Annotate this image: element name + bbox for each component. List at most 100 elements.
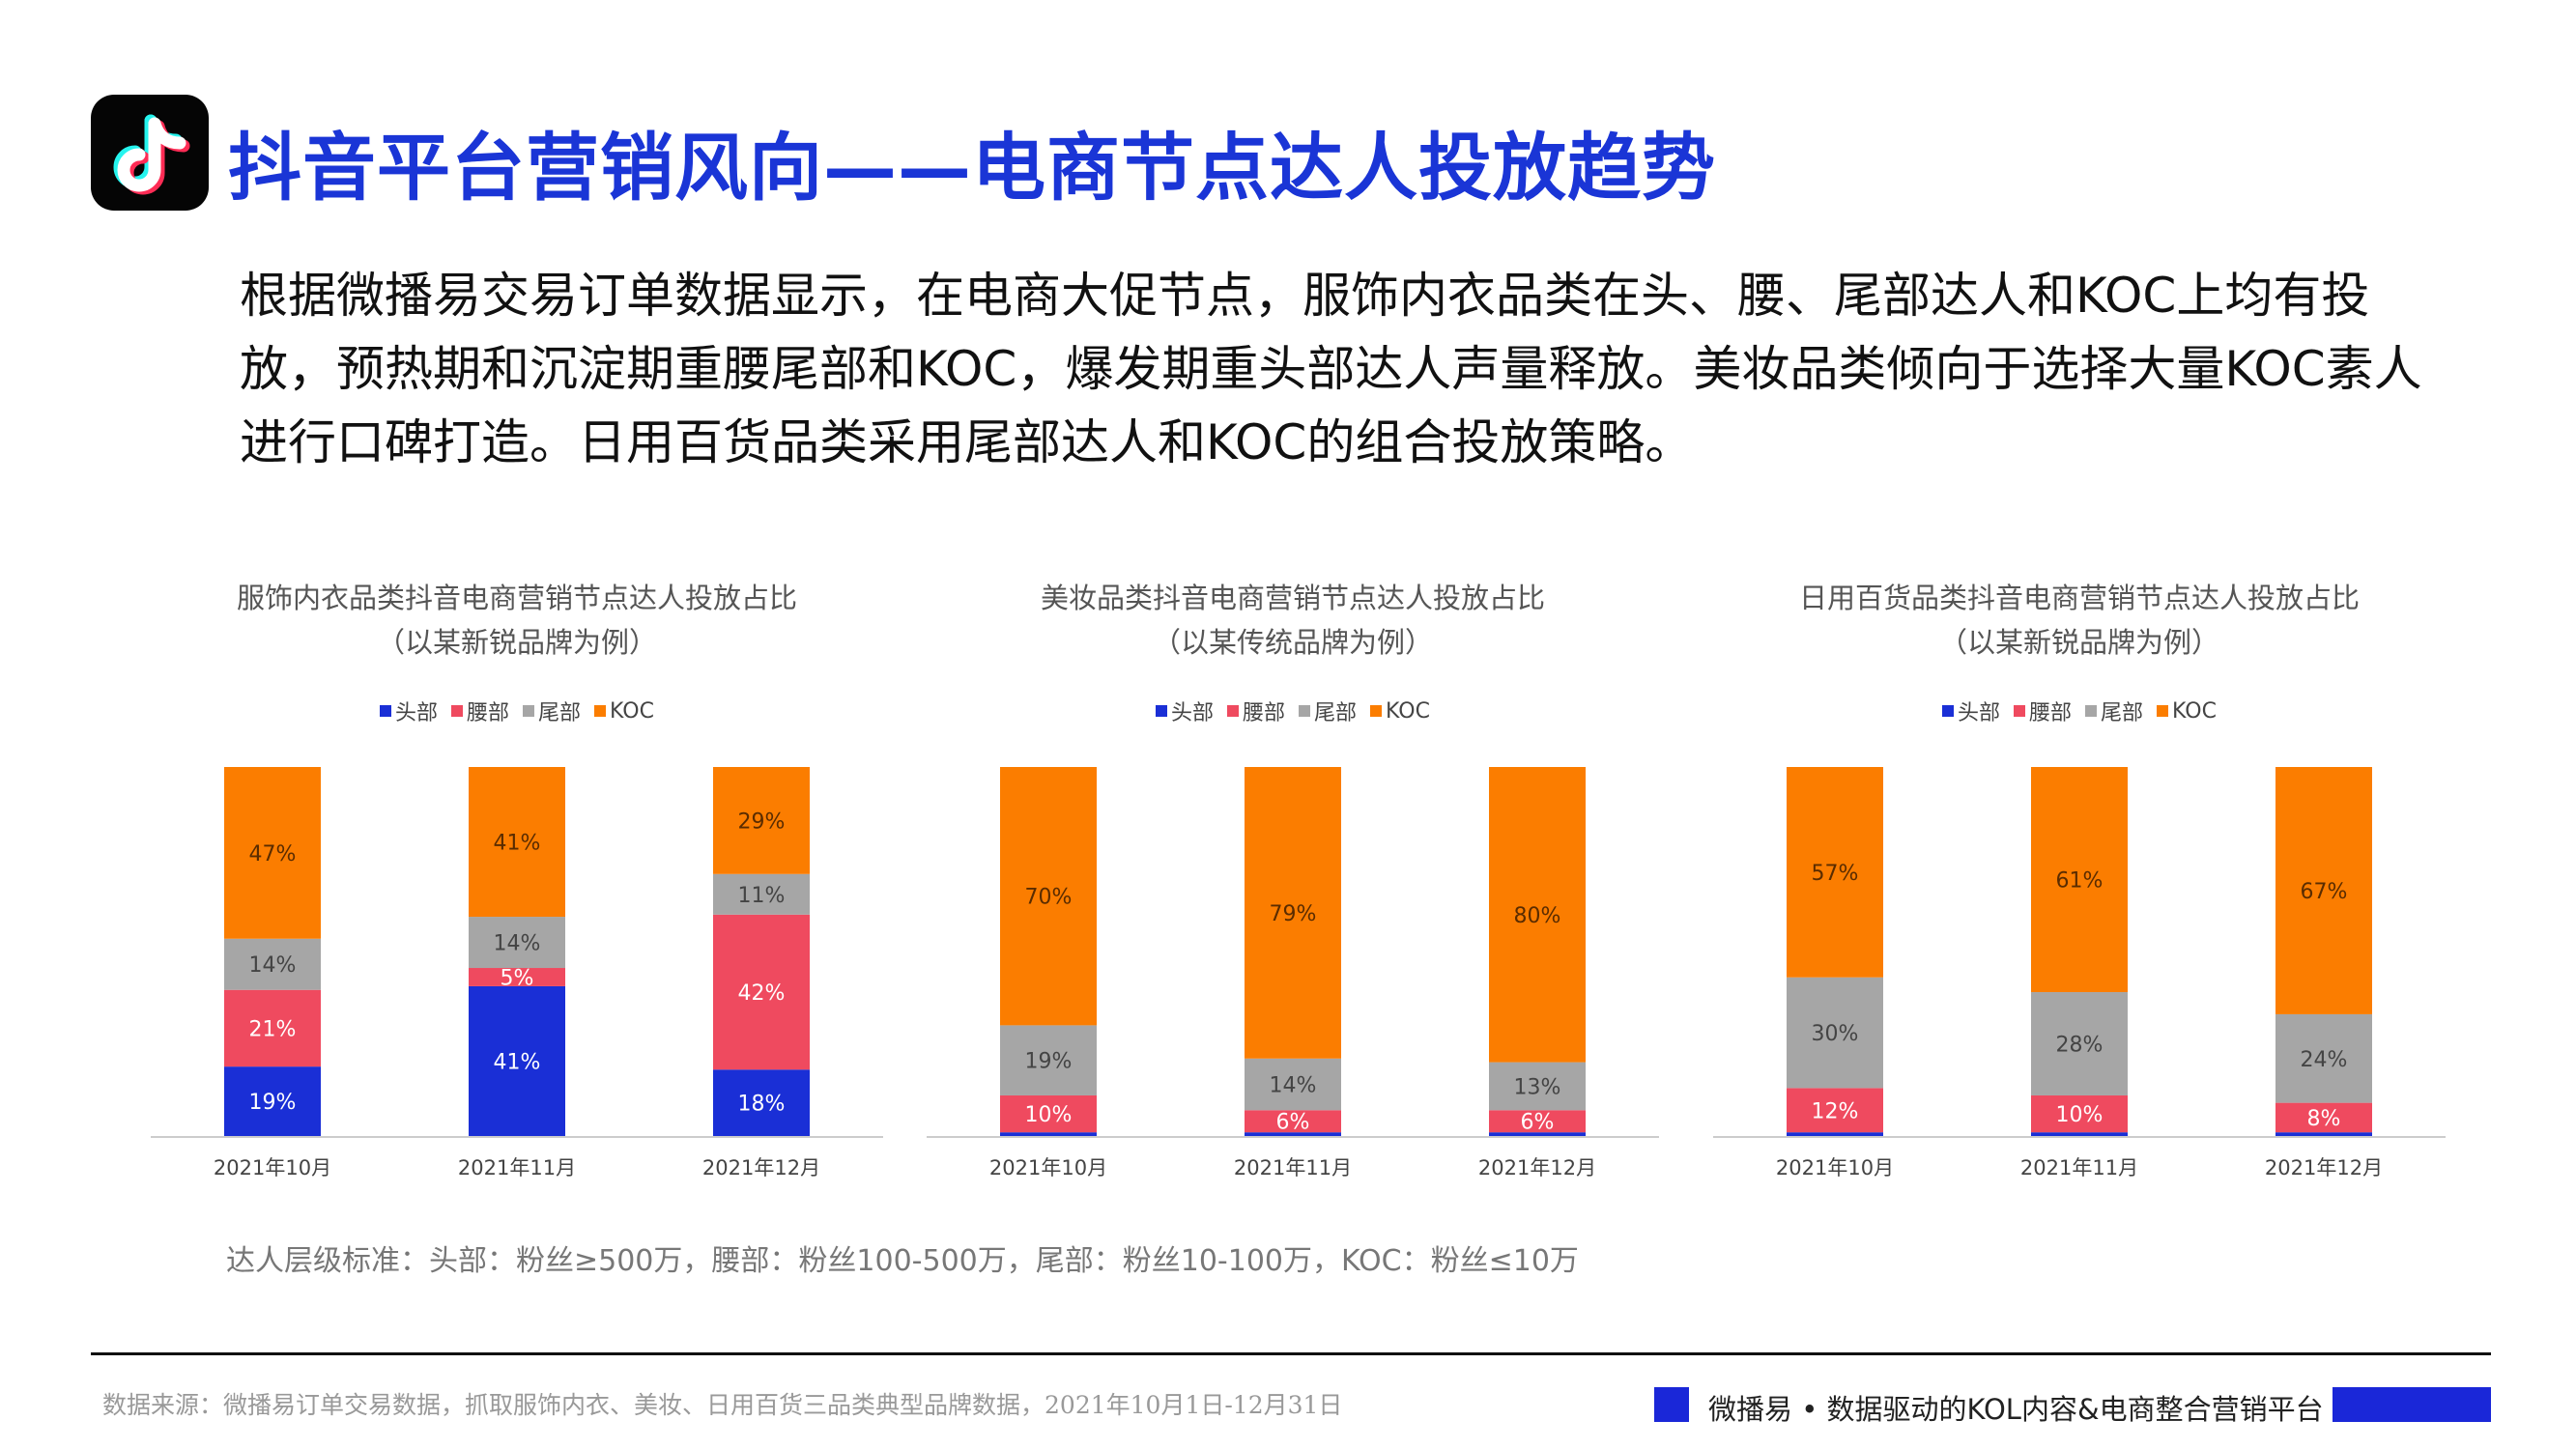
bar-segment [1245,1058,1341,1111]
data-label: 8% [2307,1107,2341,1131]
x-tick-label: 2021年10月 [1776,1156,1894,1179]
data-label: 6% [1276,1111,1310,1135]
legend-swatch [1156,705,1167,717]
legend-item: KOC [594,699,654,724]
chart-subtitle: （以某新锐品牌为例） [376,626,657,659]
legend-label: 腰部 [1243,701,1286,725]
x-tick-label: 2021年10月 [989,1156,1107,1179]
bar-segment [713,873,810,915]
data-label: 10% [2056,1103,2104,1127]
slogan-square [1654,1387,1689,1422]
chart-title: 服饰内衣品类抖音电商营销节点达人投放占比 [236,582,797,614]
legend-label: 尾部 [538,701,582,725]
bar-segment [1787,1088,1883,1133]
bar-segment [1787,767,1883,978]
data-label: 18% [738,1093,786,1117]
legend-item: 腰部 [451,696,509,726]
legend-label: 头部 [1171,701,1215,725]
data-label: 70% [1025,886,1073,910]
legend-label: 腰部 [2029,701,2073,725]
chart-title: 美妆品类抖音电商营销节点达人投放占比 [1040,582,1545,614]
x-tick-label: 2021年12月 [2265,1156,2383,1179]
x-tick-label: 2021年10月 [214,1156,331,1179]
data-label: 30% [1812,1022,1859,1046]
legend-label: 尾部 [1314,701,1358,725]
bar-segment [2275,1132,2372,1136]
data-label: 41% [494,1050,541,1074]
bar-segment [2275,1013,2372,1103]
legend-item: 头部 [380,696,438,726]
tier-standard-note: 达人层级标准：头部：粉丝≥500万，腰部：粉丝100-500万，尾部：粉丝10-… [226,1244,1579,1278]
footer-divider [91,1352,2491,1355]
chart-subtitle: （以某新锐品牌为例） [1938,626,2219,659]
data-label: 12% [1812,1099,1859,1123]
x-tick-label: 2021年11月 [458,1156,576,1179]
data-label: 19% [249,1091,297,1115]
legend-swatch [1299,705,1311,717]
bar-segment [713,914,810,1070]
data-label: 47% [249,842,297,867]
legend-item: 头部 [1942,696,2000,726]
bar-segment [2031,1132,2128,1136]
bar-segment [1489,767,1586,1063]
x-tick-label: 2021年11月 [1234,1156,1352,1179]
data-label: 79% [1270,902,1317,926]
bar-segment [1489,1062,1586,1111]
legend-swatch [1227,705,1240,717]
page-title: 抖音平台营销风向——电商节点达人投放趋势 [228,125,1716,211]
data-label: 24% [2301,1048,2348,1072]
legend-label: 尾部 [2101,701,2144,725]
data-label: 21% [249,1017,297,1041]
legend-item: 腰部 [2014,696,2072,726]
legend-swatch [451,705,464,717]
data-label: 6% [1521,1111,1555,1135]
bar-segment [1245,767,1341,1059]
tiktok-note-icon [113,114,190,195]
data-label: 57% [1812,862,1859,886]
chart-subtitle: （以某传统品牌为例） [1152,626,1433,659]
stacked-bar-chart: 10% 19% 70% 2021年10月 6% 14% 79% 2021年11月 6% 13% 80… [927,767,1659,1179]
x-tick-label: 2021年12月 [702,1156,820,1179]
bar-segment [1245,1132,1341,1136]
legend-swatch [594,705,607,717]
bar-segment [469,767,565,918]
tiktok-logo [91,95,209,211]
legend-swatch [2085,705,2098,717]
bar-segment [469,968,565,986]
legend-item: KOC [1370,699,1430,724]
data-label: 42% [738,981,786,1006]
x-tick-label: 2021年11月 [2020,1156,2138,1179]
slogan-bar [2333,1387,2491,1422]
data-label: 13% [1514,1075,1561,1099]
bar-segment [713,767,810,874]
bar-segment [1000,1132,1097,1136]
footer-slogan: 微播易 • 数据驱动的KOL内容&电商整合营销平台 [1708,1393,2324,1426]
bar-segment [1787,977,1883,1089]
data-label: 19% [1025,1050,1073,1074]
data-label: 5% [501,966,534,990]
data-label: 80% [1514,904,1561,928]
chart-legend: 头部 腰部 尾部 KOC [1156,696,1444,726]
data-label: 14% [249,953,297,978]
bar-segment [469,917,565,969]
legend-item: 头部 [1156,696,1214,726]
bar-segment [1489,1110,1586,1133]
stacked-bar-chart: 12% 30% 57% 2021年10月 10% 28% 61% 2021年11月 8% 24% 6… [1713,767,2446,1179]
bar-segment [1489,1132,1586,1136]
legend-item: 尾部 [2085,696,2143,726]
chart-legend: 头部 腰部 尾部 KOC [1942,696,2230,726]
bar-segment [224,1066,321,1136]
chart-legend: 头部 腰部 尾部 KOC [380,696,668,726]
data-label: 41% [494,832,541,856]
legend-label: 腰部 [467,701,510,725]
legend-item: KOC [2157,699,2217,724]
legend-swatch [1370,705,1383,717]
legend-label: 头部 [1958,701,2001,725]
bar-segment [2031,767,2128,993]
data-label: 67% [2301,880,2348,904]
bar-segment [1000,767,1097,1026]
bar-segment [2275,1102,2372,1133]
legend-item: 尾部 [1299,696,1357,726]
legend-label: KOC [1386,698,1430,724]
legend-item: 腰部 [1227,696,1285,726]
